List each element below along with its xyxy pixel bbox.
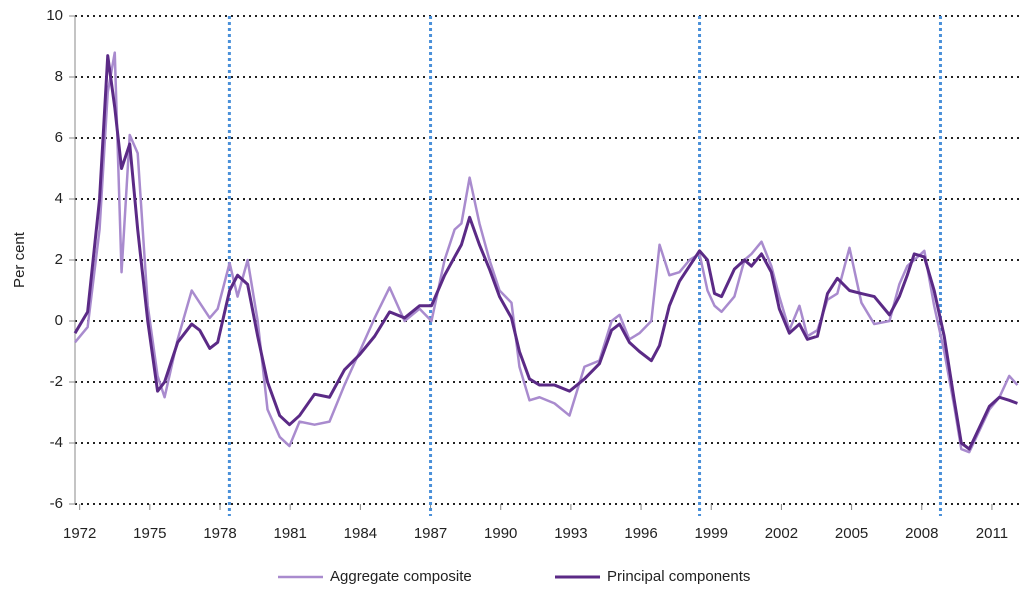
x-tick-label: 1972 <box>63 525 96 542</box>
x-tick-label: 1990 <box>484 525 517 542</box>
x-tick-label: 1978 <box>203 525 236 542</box>
x-tick-label: 1975 <box>133 525 166 542</box>
x-tick-label: 2002 <box>765 525 798 542</box>
x-tick-label: 1984 <box>344 525 377 542</box>
y-tick-label: 2 <box>55 251 63 268</box>
legend-label: Principal components <box>607 568 750 585</box>
y-tick-label: -4 <box>50 434 63 451</box>
y-axis-label: Per cent <box>11 231 28 288</box>
y-tick-label: 8 <box>55 68 63 85</box>
x-tick-label: 1996 <box>624 525 657 542</box>
legend-label: Aggregate composite <box>330 568 472 585</box>
x-tick-label: 2005 <box>835 525 868 542</box>
x-tick-label: 2008 <box>905 525 938 542</box>
x-tick-label: 1999 <box>695 525 728 542</box>
y-tick-label: 4 <box>55 190 63 207</box>
y-tick-label: -6 <box>50 495 63 512</box>
series-line <box>73 54 1018 451</box>
x-tick-label: 1987 <box>414 525 447 542</box>
x-tick-label: 1981 <box>274 525 307 542</box>
x-tick-label: 1993 <box>554 525 587 542</box>
y-tick-label: -2 <box>50 373 63 390</box>
x-tick-label: 2011 <box>976 525 1008 542</box>
y-tick-label: 6 <box>55 129 63 146</box>
y-tick-label: 0 <box>55 312 63 329</box>
series-line <box>74 51 1019 454</box>
y-tick-label: 10 <box>46 7 63 24</box>
